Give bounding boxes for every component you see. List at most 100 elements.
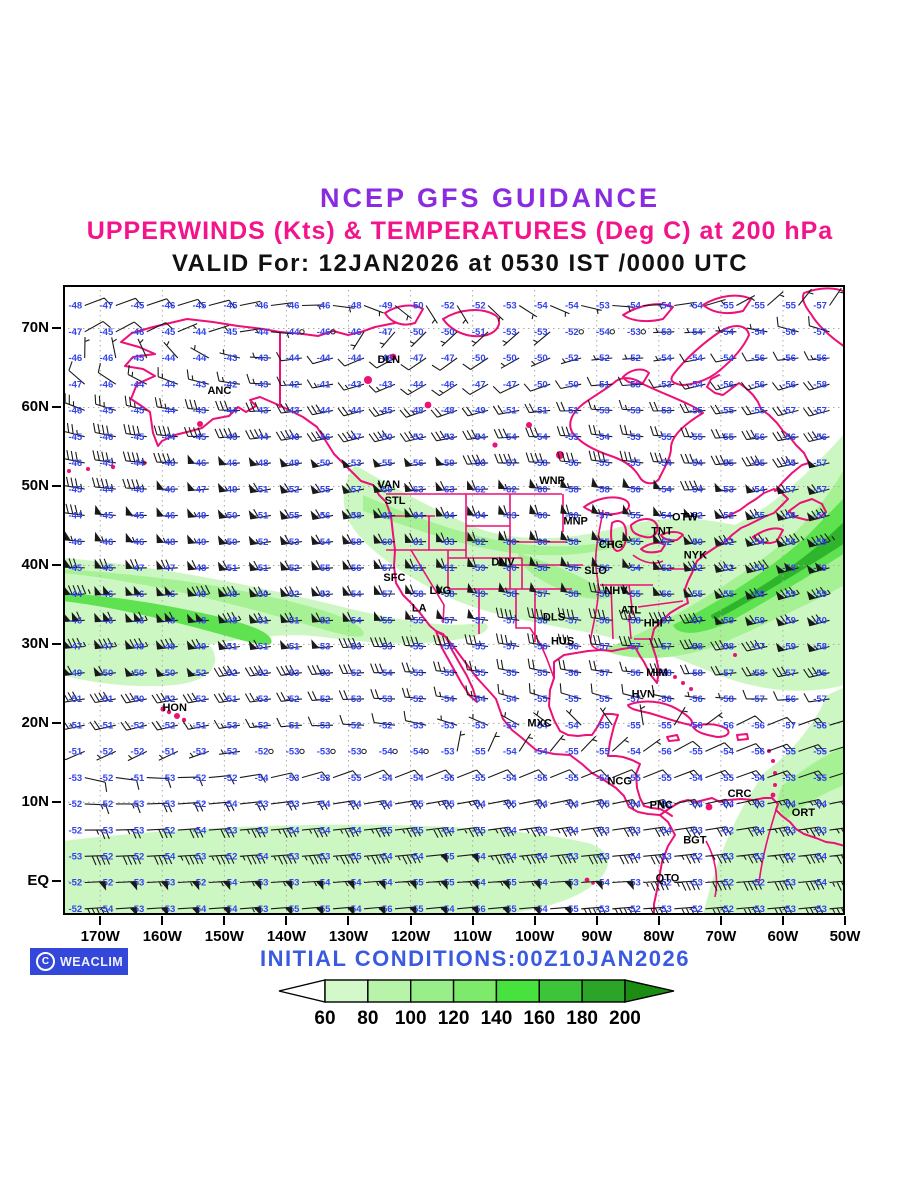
svg-text:-47: -47 [503, 379, 517, 390]
svg-text:-53: -53 [534, 327, 548, 338]
svg-text:-52: -52 [627, 904, 641, 915]
svg-text:-54: -54 [410, 852, 424, 863]
svg-text:-50: -50 [224, 511, 238, 522]
svg-text:-56: -56 [782, 379, 796, 390]
svg-text:-52: -52 [565, 327, 579, 338]
svg-text:-51: -51 [68, 694, 82, 705]
svg-text:-50: -50 [565, 379, 579, 390]
svg-text:-61: -61 [410, 537, 424, 548]
svg-text:-55: -55 [627, 537, 641, 548]
svg-text:-58: -58 [472, 458, 486, 469]
svg-text:-54: -54 [534, 301, 548, 312]
svg-text:-55: -55 [286, 511, 300, 522]
svg-text:-45: -45 [162, 327, 176, 338]
svg-text:-53: -53 [627, 379, 641, 390]
svg-text:-53: -53 [317, 852, 331, 863]
svg-text:-49: -49 [379, 301, 393, 312]
svg-text:-55: -55 [503, 878, 517, 889]
svg-text:-52: -52 [751, 878, 765, 889]
lon-label: 100W [515, 928, 555, 945]
svg-text:-49: -49 [131, 642, 145, 653]
svg-text:-55: -55 [627, 458, 641, 469]
svg-text:-53: -53 [751, 904, 765, 915]
svg-text:-52: -52 [286, 589, 300, 600]
svg-text:-50: -50 [503, 353, 517, 364]
svg-text:-53: -53 [100, 825, 114, 836]
svg-text:-54: -54 [658, 484, 672, 495]
lon-tick [533, 916, 536, 925]
svg-text:-52: -52 [720, 563, 734, 574]
svg-text:-58: -58 [565, 484, 579, 495]
svg-text:-54: -54 [503, 747, 517, 758]
svg-text:-46: -46 [317, 432, 331, 443]
svg-text:-51: -51 [596, 379, 610, 390]
weather-map: -48 -47 -45 -46 -45 -45 -46 -46 -46 -48 -49 -50 -52 -… [63, 285, 845, 915]
svg-text:-53: -53 [782, 825, 796, 836]
svg-text:-57: -57 [596, 642, 610, 653]
svg-text:-55: -55 [472, 642, 486, 653]
svg-text:-48: -48 [441, 406, 455, 417]
svg-text:-51: -51 [224, 563, 238, 574]
svg-text:CRC: CRC [728, 788, 752, 800]
svg-text:-51: -51 [255, 511, 269, 522]
svg-text:-50: -50 [131, 694, 145, 705]
svg-text:-57: -57 [813, 406, 827, 417]
svg-text:-43: -43 [224, 353, 238, 364]
svg-text:-47: -47 [100, 301, 114, 312]
colorbar-value: 80 [357, 1008, 379, 1029]
svg-text:-50: -50 [255, 589, 269, 600]
svg-text:-54: -54 [751, 563, 765, 574]
svg-text:-54: -54 [689, 799, 703, 810]
svg-text:-46: -46 [286, 301, 300, 312]
svg-text:-53: -53 [348, 458, 362, 469]
lon-tick [347, 916, 350, 925]
svg-text:-45: -45 [193, 301, 207, 312]
svg-text:-44: -44 [131, 458, 145, 469]
svg-text:-52: -52 [131, 852, 145, 863]
svg-text:-54: -54 [596, 327, 610, 338]
svg-text:DLN: DLN [378, 354, 401, 366]
svg-text:-58: -58 [751, 589, 765, 600]
svg-text:-53: -53 [131, 799, 145, 810]
coastlines [67, 287, 845, 915]
svg-text:-44: -44 [286, 353, 300, 364]
svg-text:-50: -50 [472, 353, 486, 364]
svg-text:-45: -45 [100, 406, 114, 417]
svg-text:-55: -55 [472, 668, 486, 679]
svg-text:-52: -52 [100, 878, 114, 889]
svg-text:-51: -51 [286, 615, 300, 626]
svg-text:-55: -55 [689, 432, 703, 443]
svg-text:-54: -54 [751, 484, 765, 495]
svg-text:-53: -53 [224, 720, 238, 731]
svg-text:-52: -52 [224, 852, 238, 863]
svg-text:-58: -58 [751, 668, 765, 679]
svg-text:-45: -45 [379, 406, 393, 417]
lat-label: 30N [21, 635, 49, 653]
svg-text:-57: -57 [720, 668, 734, 679]
svg-text:-55: -55 [689, 406, 703, 417]
svg-text:-54: -54 [565, 825, 579, 836]
svg-text:HON: HON [162, 702, 187, 714]
svg-text:MXC: MXC [527, 718, 552, 730]
lon-label: 60W [767, 928, 799, 945]
lon-label: 150W [204, 928, 244, 945]
svg-text:-57: -57 [813, 484, 827, 495]
colorbar-value: 60 [314, 1008, 336, 1029]
svg-text:-47: -47 [193, 484, 207, 495]
svg-text:-52: -52 [100, 852, 114, 863]
svg-text:-54: -54 [534, 799, 548, 810]
svg-text:-54: -54 [627, 852, 641, 863]
svg-text:-58: -58 [627, 615, 641, 626]
svg-text:-55: -55 [565, 694, 579, 705]
svg-text:-54: -54 [472, 799, 486, 810]
svg-text:-47: -47 [348, 432, 362, 443]
svg-text:-54: -54 [348, 589, 362, 600]
svg-text:-54: -54 [379, 878, 393, 889]
lat-label: 50N [21, 477, 49, 495]
svg-text:-60: -60 [534, 484, 548, 495]
svg-text:ORT: ORT [792, 807, 816, 819]
svg-text:-60: -60 [503, 563, 517, 574]
svg-text:-55: -55 [782, 458, 796, 469]
svg-text:-50: -50 [410, 327, 424, 338]
svg-text:-54: -54 [534, 904, 548, 915]
